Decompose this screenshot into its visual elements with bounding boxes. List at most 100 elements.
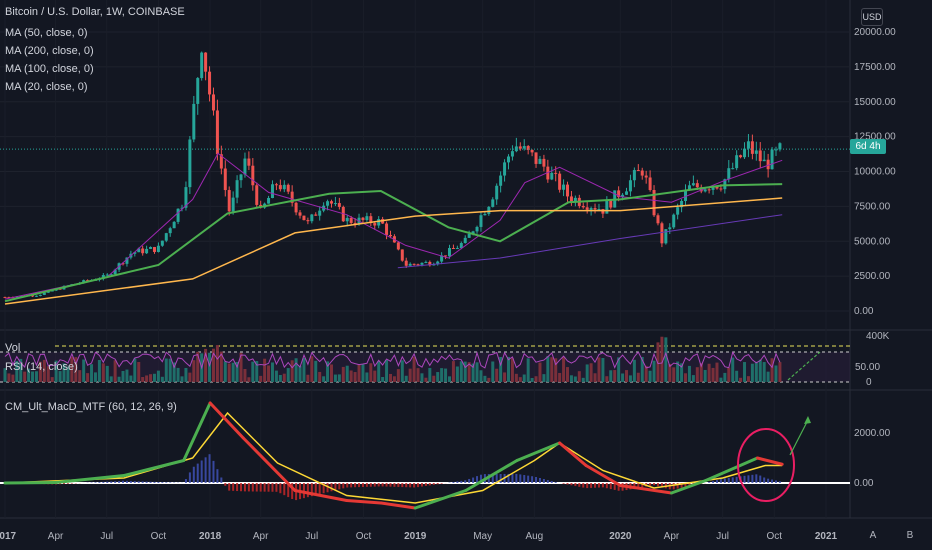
ma-legend-200[interactable]: MA (200, close, 0)	[5, 45, 94, 57]
rsi-label[interactable]: RSI (14, close)	[5, 361, 78, 373]
volume-bar	[267, 365, 271, 382]
volume-bars	[3, 336, 782, 382]
ma100-line	[4, 197, 783, 305]
y-tick-label: 17500.00	[854, 62, 896, 73]
macd-histogram-bar	[125, 480, 128, 483]
volume-bar	[648, 370, 652, 382]
volume-bar	[534, 376, 538, 382]
volume-bar	[404, 375, 408, 382]
volume-bar	[526, 358, 530, 382]
candle-body	[82, 280, 86, 284]
candle-body	[361, 217, 365, 221]
macd-histogram-bar	[401, 483, 404, 488]
macd-histogram-bar	[586, 483, 589, 489]
macd-histogram-bar	[523, 475, 526, 483]
volume-bar	[581, 377, 585, 382]
macd-histogram-bar	[279, 483, 282, 494]
chart-title: Bitcoin / U.S. Dollar, 1W, COINBASE	[5, 6, 185, 18]
ma-legend-20[interactable]: MA (20, close, 0)	[5, 81, 88, 93]
macd-line-segment	[413, 489, 468, 510]
log-scale-button[interactable]: B	[906, 530, 914, 541]
candle-body	[566, 184, 570, 197]
volume-bar	[495, 368, 499, 382]
macd-label[interactable]: CM_Ult_MacD_MTF (60, 12, 26, 9)	[5, 401, 177, 413]
candle-body	[204, 52, 208, 72]
ma-legend-100[interactable]: MA (100, close, 0)	[5, 63, 94, 75]
macd-histogram-bar	[114, 481, 117, 483]
macd-histogram-bar	[672, 483, 675, 490]
candle-body	[479, 215, 483, 227]
volume-bar	[601, 357, 605, 382]
candle-body	[554, 172, 558, 174]
volume-bar	[507, 356, 511, 382]
volume-bar	[467, 362, 471, 382]
candle-body	[345, 217, 349, 222]
x-tick-label: Oct	[356, 531, 372, 542]
candle-body	[727, 168, 731, 180]
macd-histogram-bar	[373, 483, 376, 487]
macd-histogram-bar	[188, 472, 191, 483]
macd-histogram-bar	[413, 483, 416, 488]
volume-bar	[719, 377, 723, 382]
volume-bar	[656, 342, 660, 382]
volume-bar	[129, 375, 133, 382]
candle-body	[412, 263, 416, 265]
volume-bar	[652, 360, 656, 382]
volume-bar	[74, 357, 78, 382]
volume-bar	[687, 365, 691, 382]
volume-bar	[105, 365, 109, 382]
macd-histogram-bar	[161, 482, 164, 483]
macd-histogram-bar	[767, 478, 770, 483]
macd-histogram-bar	[283, 483, 286, 496]
candle-body	[141, 248, 145, 254]
macd-line-segment	[704, 456, 759, 482]
volume-bar	[436, 372, 440, 382]
candle-body	[530, 149, 534, 153]
macd-histogram-bar	[377, 483, 380, 487]
candle-body	[86, 280, 90, 282]
currency-button[interactable]: USD	[861, 8, 883, 26]
volume-bar	[518, 377, 522, 382]
volume-bar	[357, 364, 361, 382]
ma20-line	[4, 152, 783, 300]
volume-bar	[160, 376, 164, 382]
candle-body	[597, 209, 601, 211]
volume-bar	[396, 369, 400, 382]
macd-histogram-bar	[495, 474, 498, 483]
macd-histogram-bar	[472, 477, 475, 483]
volume-bar	[306, 374, 310, 382]
candle-body	[569, 196, 573, 203]
macd-histogram-bar	[719, 479, 722, 483]
x-tick-label: Jul	[305, 531, 318, 542]
candle-body	[267, 198, 271, 204]
volume-bar	[149, 374, 153, 382]
volume-bar	[573, 376, 577, 382]
volume-bar	[762, 362, 766, 382]
ma-legend-50[interactable]: MA (50, close, 0)	[5, 27, 88, 39]
macd-histogram-bar	[118, 481, 121, 483]
auto-scale-button[interactable]: A	[869, 530, 877, 541]
candle-body	[278, 185, 282, 190]
candle-body	[463, 237, 467, 244]
candle-body	[404, 260, 408, 266]
macd-histogram-bar	[550, 481, 553, 483]
vol-label[interactable]: Vol	[5, 342, 21, 354]
candle-body	[333, 203, 337, 205]
volume-bar	[385, 359, 389, 382]
candle-body	[369, 216, 373, 224]
macd-histogram-bar	[609, 483, 612, 490]
macd-histogram-bar	[428, 483, 431, 486]
macd-histogram-bar	[527, 475, 530, 483]
candle-body	[385, 223, 389, 235]
volume-bar	[373, 370, 377, 382]
candle-body	[707, 189, 711, 191]
macd-histogram-bar	[133, 481, 136, 483]
candle-body	[778, 143, 782, 150]
volume-bar	[243, 368, 247, 382]
volume-bar	[680, 363, 684, 382]
x-tick-label: 2020	[609, 531, 632, 542]
volume-bar	[727, 367, 731, 382]
candle-body	[444, 255, 448, 257]
volume-bar	[318, 371, 322, 382]
